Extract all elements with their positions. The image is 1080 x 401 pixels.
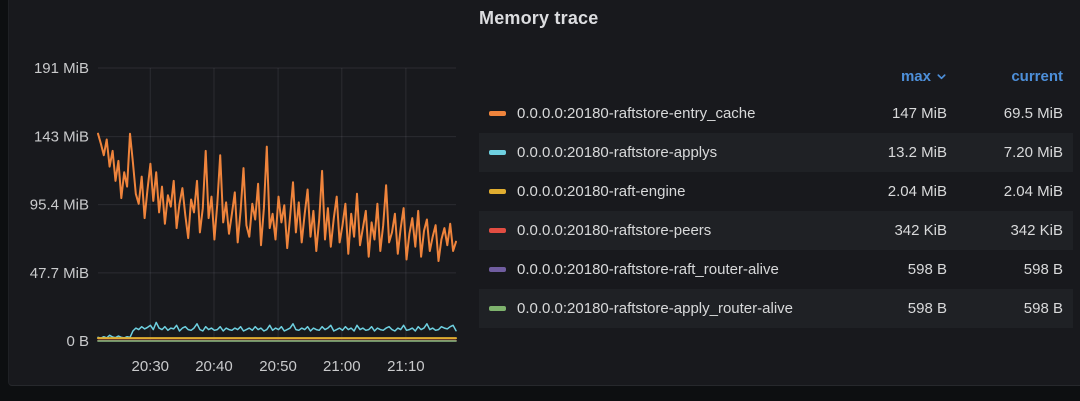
series-line-0[interactable] (97, 132, 457, 262)
series-color-swatch[interactable] (489, 150, 506, 155)
series-max-value: 147 MiB (891, 105, 947, 122)
panel-title[interactable]: Memory trace (479, 8, 599, 28)
x-axis-tick-label: 20:50 (259, 358, 297, 375)
y-axis-tick-label: 95.4 MiB (30, 197, 89, 214)
series-color-swatch[interactable] (489, 306, 506, 311)
y-axis-tick-label: 143 MiB (34, 129, 89, 146)
series-max-value: 342 KiB (894, 222, 947, 239)
series-max-value: 598 B (907, 300, 947, 317)
series-max-value: 2.04 MiB (887, 183, 947, 200)
y-axis-tick-label: 191 MiB (34, 60, 89, 77)
legend-table: max current 0.0.0.0:20180-raftstore-entr… (479, 58, 1073, 328)
series-max-value: 13.2 MiB (887, 144, 947, 161)
series-name[interactable]: 0.0.0.0:20180-raft-engine (517, 183, 686, 200)
series-name[interactable]: 0.0.0.0:20180-raftstore-apply_router-ali… (517, 300, 793, 317)
series-current-value: 598 B (1023, 300, 1063, 317)
y-axis-tick-label: 0 B (66, 333, 89, 350)
legend-header-row: max current (479, 58, 1073, 94)
x-axis-tick-label: 21:10 (387, 358, 425, 375)
series-name[interactable]: 0.0.0.0:20180-raftstore-entry_cache (517, 105, 756, 122)
series-color-swatch[interactable] (489, 189, 506, 194)
series-current-value: 7.20 MiB (1003, 144, 1063, 161)
legend-header-max[interactable]: max (841, 68, 947, 85)
y-axis-tick-label: 47.7 MiB (30, 265, 89, 282)
series-current-value: 2.04 MiB (1003, 183, 1063, 200)
chevron-down-icon (937, 73, 946, 79)
series-color-swatch[interactable] (489, 111, 506, 116)
legend-row: 0.0.0.0:20180-raftstore-peers 342 KiB 34… (479, 211, 1073, 250)
series-name[interactable]: 0.0.0.0:20180-raftstore-applys (517, 144, 718, 161)
series-color-swatch[interactable] (489, 267, 506, 272)
series-current-value: 69.5 MiB (1003, 105, 1063, 122)
legend-rows: 0.0.0.0:20180-raftstore-entry_cache 147 … (479, 94, 1073, 328)
legend-row: 0.0.0.0:20180-raftstore-apply_router-ali… (479, 289, 1073, 328)
x-axis-tick-label: 20:30 (131, 358, 169, 375)
legend-row: 0.0.0.0:20180-raftstore-raft_router-aliv… (479, 250, 1073, 289)
series-current-value: 342 KiB (1010, 222, 1063, 239)
memory-trace-panel: Memory trace 0 B 47.7 MiB 95.4 MiB 143 MiB 1… (8, 0, 1080, 386)
memory-trace-chart[interactable]: 0 B 47.7 MiB 95.4 MiB 143 MiB 191 MiB 20:30 20… (9, 55, 471, 385)
series-line-1[interactable] (97, 321, 457, 339)
legend-row: 0.0.0.0:20180-raftstore-entry_cache 147 … (479, 94, 1073, 133)
series-max-value: 598 B (907, 261, 947, 278)
legend-header-max-label: max (900, 67, 931, 85)
series-name[interactable]: 0.0.0.0:20180-raftstore-peers (517, 222, 712, 239)
series-color-swatch[interactable] (489, 228, 506, 233)
legend-row: 0.0.0.0:20180-raftstore-applys 13.2 MiB … (479, 133, 1073, 172)
series-name[interactable]: 0.0.0.0:20180-raftstore-raft_router-aliv… (517, 261, 779, 278)
x-axis-tick-label: 21:00 (323, 358, 361, 375)
legend-row: 0.0.0.0:20180-raft-engine 2.04 MiB 2.04 … (479, 172, 1073, 211)
legend-header-current[interactable]: current (1011, 67, 1063, 85)
series-current-value: 598 B (1023, 261, 1063, 278)
x-axis-tick-label: 20:40 (195, 358, 233, 375)
